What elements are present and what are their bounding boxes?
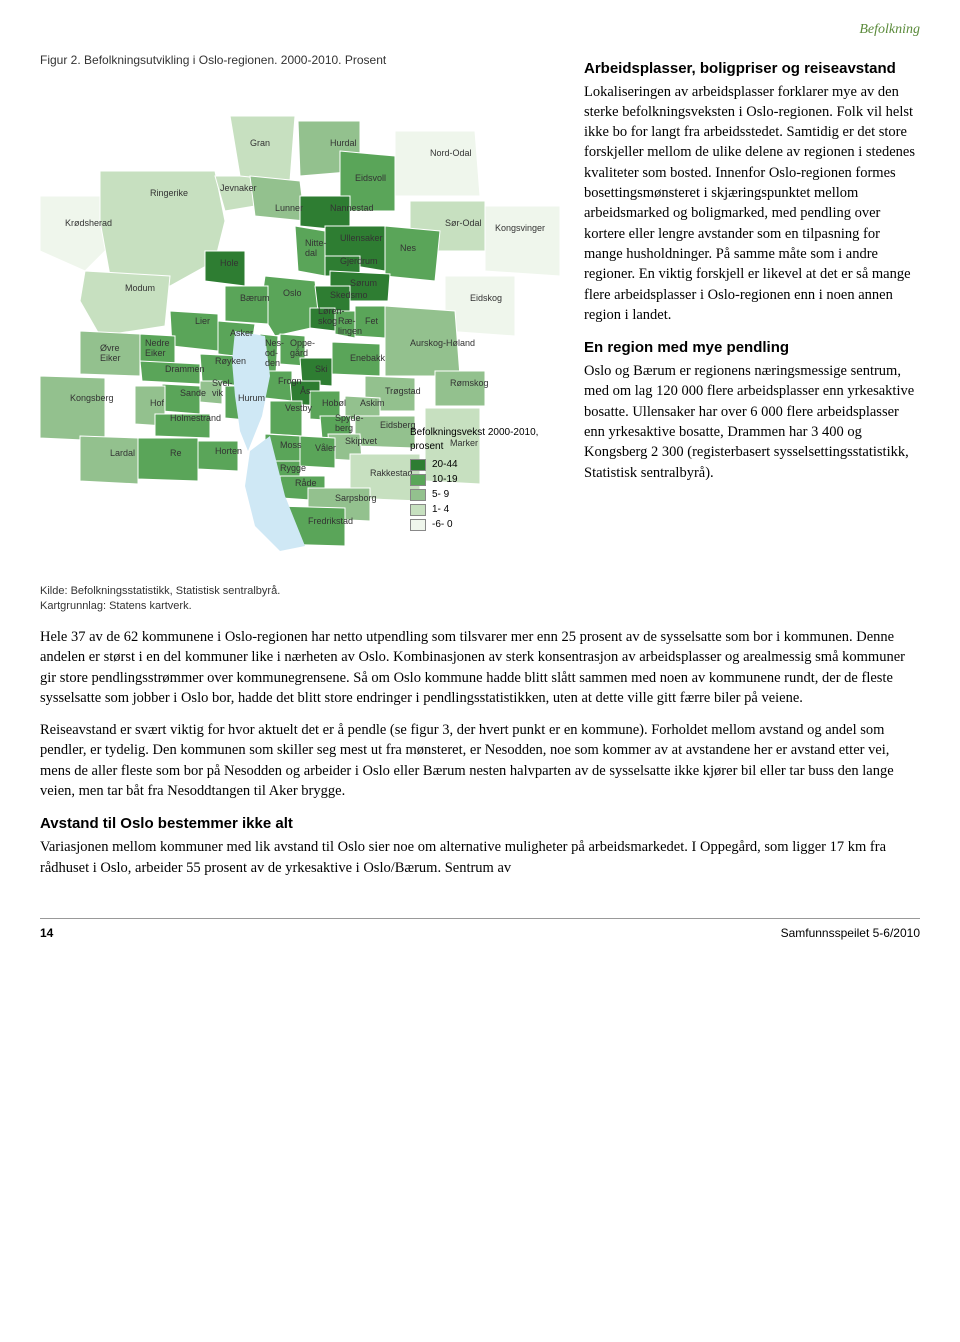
two-column-layout: Figur 2. Befolkningsutvikling i Oslo-reg… (40, 52, 920, 613)
region-sande (162, 384, 200, 414)
para-1: Lokaliseringen av arbeidsplasser forklar… (584, 82, 920, 326)
water-body (232, 331, 270, 451)
legend-row: 10-19 (410, 473, 550, 487)
region-raelingen (335, 311, 355, 338)
legend-row: 5- 9 (410, 488, 550, 502)
legend-label: -6- 0 (432, 518, 453, 532)
region-re (138, 438, 198, 481)
legend-swatch (410, 504, 426, 516)
region-skedsmo (315, 286, 350, 311)
region-kongsvinger (485, 206, 560, 276)
source-line-1: Kilde: Befolkningsstatistikk, Statistisk… (40, 585, 280, 597)
para-2: Oslo og Bærum er regionens næringsmessig… (584, 361, 920, 483)
page-footer: 14 Samfunnsspeilet 5-6/2010 (40, 918, 920, 942)
region-valer (300, 436, 335, 468)
region-romskog (435, 371, 485, 406)
figure-map: GranHurdalNord-OdalEidsvollRingerikeJevn… (40, 76, 560, 576)
region-nord-odal (395, 131, 480, 196)
legend-swatch (410, 489, 426, 501)
region-modum (80, 271, 170, 336)
region-drammen (140, 361, 200, 384)
region-baerum (225, 286, 268, 324)
legend-label: 20-44 (432, 458, 458, 472)
page-number: 14 (40, 925, 53, 942)
para-4: Reiseavstand er svært viktig for hvor ak… (40, 720, 920, 801)
heading-avstand: Avstand til Oslo bestemmer ikke alt (40, 813, 920, 834)
legend-row: -6- 0 (410, 518, 550, 532)
region-lunner (250, 176, 305, 221)
figure-column: Figur 2. Befolkningsutvikling i Oslo-reg… (40, 52, 560, 613)
full-width-text: Hele 37 av de 62 kommunene i Oslo-region… (40, 627, 920, 878)
legend-swatch (410, 459, 426, 471)
figure-caption: Figur 2. Befolkningsutvikling i Oslo-reg… (40, 52, 560, 69)
heading-pendling: En region med mye pendling (584, 337, 920, 358)
region-eidsberg (355, 416, 415, 448)
para-3: Hele 37 av de 62 kommunene i Oslo-region… (40, 627, 920, 708)
region-fet (355, 306, 385, 338)
legend-label: 10-19 (432, 473, 458, 487)
region-lier (170, 311, 218, 351)
legend-row: 20-44 (410, 458, 550, 472)
heading-arbeidsplasser: Arbeidsplasser, boligpriser og reiseavst… (584, 58, 920, 79)
region-gran (230, 116, 295, 181)
region-ovre-eiker (80, 331, 140, 376)
region-nittedal (295, 226, 325, 276)
map-legend: Befolkningsvekst 2000-2010, prosent 20-4… (410, 426, 550, 533)
article-column: Arbeidsplasser, boligpriser og reiseavst… (584, 52, 920, 495)
legend-row: 1- 4 (410, 503, 550, 517)
region-kongsberg (40, 376, 105, 441)
legend-swatch (410, 519, 426, 531)
legend-label: 5- 9 (432, 488, 449, 502)
region-lorenskog (310, 308, 335, 331)
region-lardal (80, 436, 138, 484)
para-5: Variasjonen mellom kommuner med lik avst… (40, 837, 920, 878)
legend-swatch (410, 474, 426, 486)
region-nes-akershus (385, 226, 440, 281)
region-aurskog-holand (385, 306, 460, 376)
region-holmestrand (155, 414, 210, 438)
region-svelvik (200, 381, 222, 404)
region-vestby (270, 401, 302, 436)
section-category: Befolkning (40, 20, 920, 40)
figure-source: Kilde: Befolkningsstatistikk, Statistisk… (40, 584, 560, 613)
legend-title: Befolkningsvekst 2000-2010, prosent (410, 426, 550, 454)
region-horten (198, 441, 238, 471)
region-hole (205, 251, 245, 286)
region-enebakk (332, 342, 380, 376)
legend-label: 1- 4 (432, 503, 449, 517)
source-line-2: Kartgrunnlag: Statens kartverk. (40, 600, 192, 612)
publication-name: Samfunnsspeilet 5-6/2010 (781, 925, 920, 942)
